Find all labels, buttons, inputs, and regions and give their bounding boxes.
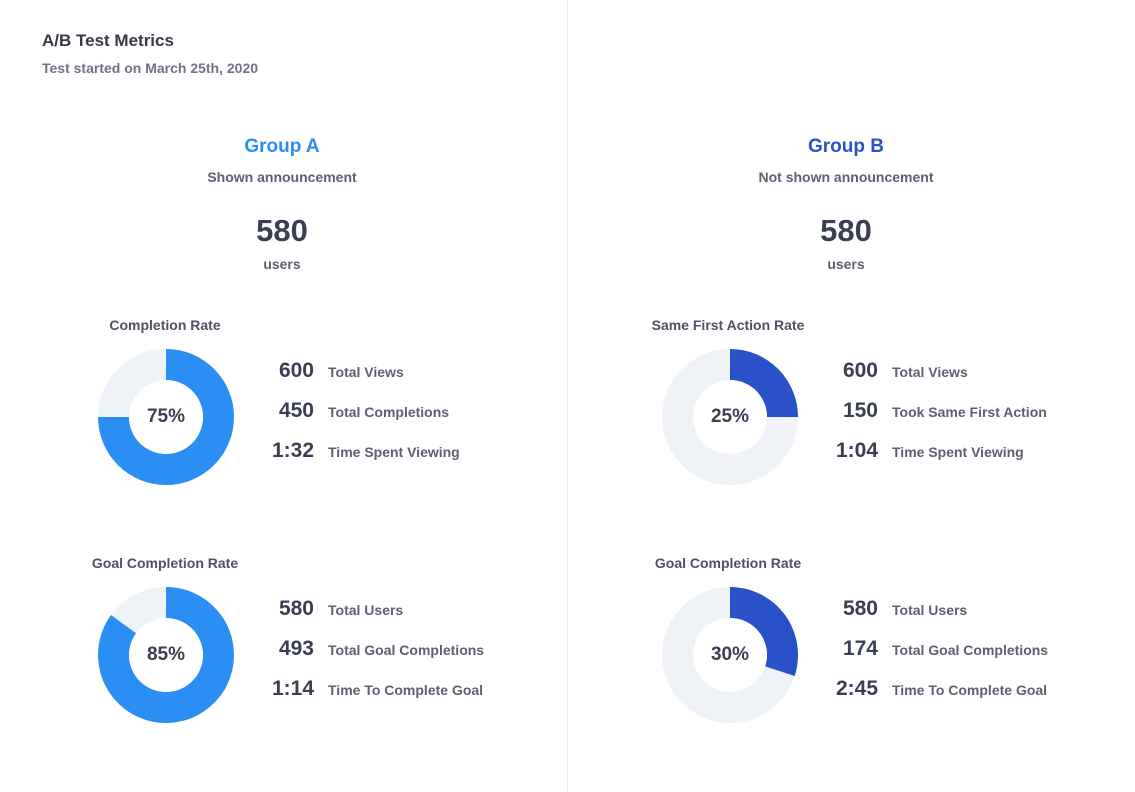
donut-chart — [662, 587, 798, 723]
metric-completion-rate: Completion Rate 75% 600 Total Views 450 … — [0, 317, 567, 517]
stat-value: 2:45 — [835, 677, 878, 700]
group-user-count-label: users — [263, 256, 301, 272]
group-description: Not shown announcement — [758, 169, 934, 185]
metric-same-first-action-rate: Same First Action Rate 25% 600 Total Vie… — [568, 317, 1135, 517]
page-title: A/B Test Metrics — [42, 31, 174, 50]
stat-label: Took Same First Action — [892, 404, 1047, 420]
stat-value: 493 — [278, 637, 314, 660]
stat-value: 600 — [842, 359, 878, 382]
donut-slice — [730, 349, 798, 417]
stat-value: 580 — [278, 597, 314, 620]
stat-label: Total Users — [892, 602, 968, 618]
stat-value: 1:04 — [835, 439, 878, 462]
donut-hole — [693, 380, 767, 454]
stat-label: Total Views — [328, 364, 404, 380]
donut-slice — [98, 349, 234, 485]
donut-percent-label: 25% — [710, 406, 750, 427]
group-user-count-label: users — [827, 256, 865, 272]
column-divider — [567, 0, 568, 792]
donut-percent-label: 75% — [146, 406, 186, 427]
stat-value: 580 — [842, 597, 878, 620]
stat-label: Total Users — [328, 602, 404, 618]
donut-chart — [98, 587, 234, 723]
group-a-panel: Group A Shown announcement 580 users Com… — [0, 0, 567, 792]
stat-label: Total Goal Completions — [328, 642, 485, 658]
metric-label: Same First Action Rate — [651, 317, 805, 333]
stat-value: 1:14 — [271, 677, 314, 700]
donut-slice — [730, 587, 798, 677]
donut-slice — [98, 587, 234, 723]
stat-value: 450 — [278, 399, 314, 422]
donut-chart — [98, 349, 234, 485]
group-b-panel: Group B Not shown announcement 580 users… — [568, 0, 1135, 792]
stat-label: Time Spent Viewing — [892, 444, 1024, 460]
metric-goal-completion-rate: Goal Completion Rate 30% 580 Total Users… — [568, 555, 1135, 755]
metric-label: Completion Rate — [109, 317, 221, 333]
group-description: Shown announcement — [207, 169, 357, 185]
metric-label: Goal Completion Rate — [654, 555, 802, 571]
donut-hole — [129, 618, 203, 692]
stat-value: 600 — [278, 359, 314, 382]
stat-label: Time Spent Viewing — [328, 444, 460, 460]
donut-percent-label: 85% — [146, 644, 186, 665]
stat-value: 150 — [842, 399, 878, 422]
stat-label: Total Views — [892, 364, 968, 380]
metric-goal-completion-rate: Goal Completion Rate 85% 580 Total Users… — [0, 555, 567, 755]
metric-label: Goal Completion Rate — [91, 555, 239, 571]
stat-value: 174 — [842, 637, 878, 660]
group-user-count: 580 — [820, 213, 872, 248]
donut-chart — [662, 349, 798, 485]
group-title: Group A — [244, 136, 320, 157]
page-subtitle: Test started on March 25th, 2020 — [42, 60, 259, 76]
donut-percent-label: 30% — [710, 644, 750, 665]
group-user-count: 580 — [256, 213, 308, 248]
stat-label: Time To Complete Goal — [892, 682, 1048, 698]
donut-hole — [693, 618, 767, 692]
stat-label: Total Completions — [328, 404, 450, 420]
stat-label: Time To Complete Goal — [328, 682, 484, 698]
stat-value: 1:32 — [271, 439, 314, 462]
stat-label: Total Goal Completions — [892, 642, 1049, 658]
group-title: Group B — [808, 136, 884, 157]
donut-hole — [129, 380, 203, 454]
